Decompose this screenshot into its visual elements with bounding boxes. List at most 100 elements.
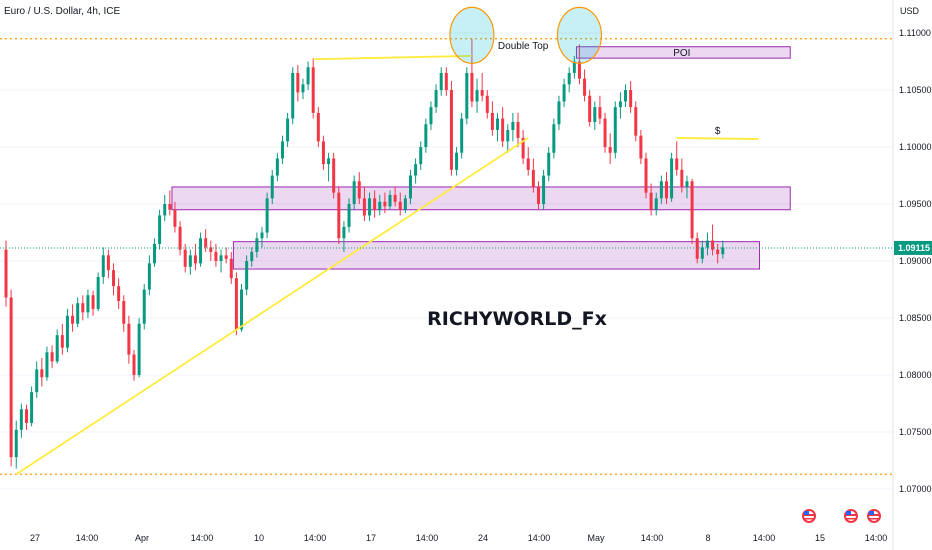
candle-body[interactable] bbox=[316, 112, 320, 142]
candle-body[interactable] bbox=[178, 226, 182, 250]
candle-body[interactable] bbox=[280, 141, 284, 159]
candle-body[interactable] bbox=[321, 141, 325, 165]
candle-body[interactable] bbox=[127, 323, 131, 355]
candle-body[interactable] bbox=[414, 164, 418, 176]
candle-body[interactable] bbox=[112, 270, 116, 287]
candle-body[interactable] bbox=[583, 78, 587, 96]
candle-body[interactable] bbox=[649, 192, 653, 210]
candle-body[interactable] bbox=[106, 255, 110, 271]
candle-body[interactable] bbox=[35, 369, 39, 393]
candle-body[interactable] bbox=[562, 84, 566, 102]
candle-body[interactable] bbox=[337, 192, 341, 239]
candle-body[interactable] bbox=[255, 238, 259, 252]
candle-body[interactable] bbox=[209, 247, 213, 252]
candle-body[interactable] bbox=[511, 121, 515, 130]
candle-body[interactable] bbox=[531, 169, 535, 187]
candle-body[interactable] bbox=[50, 352, 54, 362]
candle-body[interactable] bbox=[685, 181, 689, 187]
candle-body[interactable] bbox=[234, 278, 238, 330]
candle-body[interactable] bbox=[65, 315, 69, 348]
candle-body[interactable] bbox=[147, 263, 151, 290]
candle-body[interactable] bbox=[327, 158, 331, 165]
candle-body[interactable] bbox=[142, 289, 146, 324]
candle-body[interactable] bbox=[275, 158, 279, 176]
candle-body[interactable] bbox=[639, 135, 643, 159]
candle-body[interactable] bbox=[122, 300, 126, 324]
candle-body[interactable] bbox=[521, 137, 525, 159]
candle-body[interactable] bbox=[378, 201, 382, 210]
candle-body[interactable] bbox=[424, 124, 428, 148]
candle-body[interactable] bbox=[19, 409, 23, 430]
candle-body[interactable] bbox=[654, 198, 658, 210]
candle-body[interactable] bbox=[470, 72, 474, 102]
candle-body[interactable] bbox=[485, 95, 489, 113]
candle-body[interactable] bbox=[716, 249, 720, 255]
candle-body[interactable] bbox=[199, 238, 203, 264]
candle-body[interactable] bbox=[664, 181, 668, 199]
candle-body[interactable] bbox=[670, 158, 674, 199]
candle-body[interactable] bbox=[163, 204, 167, 216]
candle-body[interactable] bbox=[598, 107, 602, 119]
candle-body[interactable] bbox=[721, 247, 725, 255]
candle-body[interactable] bbox=[368, 198, 372, 216]
candle-body[interactable] bbox=[270, 175, 274, 199]
candle-body[interactable] bbox=[603, 118, 607, 148]
candle-body[interactable] bbox=[618, 101, 622, 108]
candle-body[interactable] bbox=[444, 72, 448, 91]
candle-body[interactable] bbox=[496, 118, 500, 130]
us-flag-icon[interactable] bbox=[844, 509, 858, 523]
candle-body[interactable] bbox=[608, 147, 612, 153]
candle-body[interactable] bbox=[40, 369, 44, 378]
candle-body[interactable] bbox=[557, 101, 561, 125]
candle-body[interactable] bbox=[183, 249, 187, 267]
candle-body[interactable] bbox=[439, 72, 443, 91]
candle-body[interactable] bbox=[419, 147, 423, 165]
candle-body[interactable] bbox=[403, 198, 407, 210]
candle-body[interactable] bbox=[695, 238, 699, 259]
candle-body[interactable] bbox=[250, 251, 254, 262]
candle-body[interactable] bbox=[593, 107, 597, 122]
candle-body[interactable] bbox=[286, 118, 290, 142]
candle-body[interactable] bbox=[91, 295, 95, 309]
candle-body[interactable] bbox=[490, 112, 494, 130]
candle-body[interactable] bbox=[193, 255, 197, 264]
candle-body[interactable] bbox=[434, 90, 438, 108]
candle-body[interactable] bbox=[260, 232, 264, 239]
candle-body[interactable] bbox=[572, 61, 576, 73]
candle-body[interactable] bbox=[291, 72, 295, 119]
candle-body[interactable] bbox=[536, 186, 540, 205]
candle-body[interactable] bbox=[526, 158, 530, 170]
candle-body[interactable] bbox=[30, 392, 34, 423]
candle-body[interactable] bbox=[55, 335, 59, 362]
candle-body[interactable] bbox=[455, 152, 459, 170]
candles[interactable] bbox=[4, 38, 725, 469]
candle-body[interactable] bbox=[296, 72, 300, 93]
us-flag-icon[interactable] bbox=[802, 509, 816, 523]
candle-body[interactable] bbox=[4, 249, 8, 298]
candle-body[interactable] bbox=[173, 209, 177, 227]
candle-body[interactable] bbox=[71, 315, 75, 324]
candle-body[interactable] bbox=[388, 194, 392, 207]
candle-body[interactable] bbox=[700, 247, 704, 259]
candle-body[interactable] bbox=[229, 258, 233, 279]
candle-body[interactable] bbox=[393, 194, 397, 202]
candle-body[interactable] bbox=[577, 61, 581, 79]
candle-body[interactable] bbox=[240, 289, 244, 330]
candle-body[interactable] bbox=[117, 286, 121, 301]
candle-body[interactable] bbox=[214, 251, 218, 262]
candle-body[interactable] bbox=[301, 84, 305, 93]
candle-body[interactable] bbox=[81, 303, 85, 313]
candle-body[interactable] bbox=[690, 181, 694, 239]
candle-body[interactable] bbox=[306, 67, 310, 85]
candle-body[interactable] bbox=[24, 409, 28, 423]
candle-body[interactable] bbox=[659, 181, 663, 199]
candle-body[interactable] bbox=[449, 90, 453, 170]
candle-body[interactable] bbox=[14, 429, 18, 458]
candle-body[interactable] bbox=[96, 277, 100, 309]
price-axis[interactable]: 1.11000 1.10500 1.10000 1.09500 1.09000 1.085… bbox=[894, 28, 932, 494]
candle-body[interactable] bbox=[158, 215, 162, 244]
candle-body[interactable] bbox=[342, 226, 346, 239]
us-flag-icon[interactable] bbox=[867, 509, 881, 523]
candle-body[interactable] bbox=[265, 198, 269, 233]
